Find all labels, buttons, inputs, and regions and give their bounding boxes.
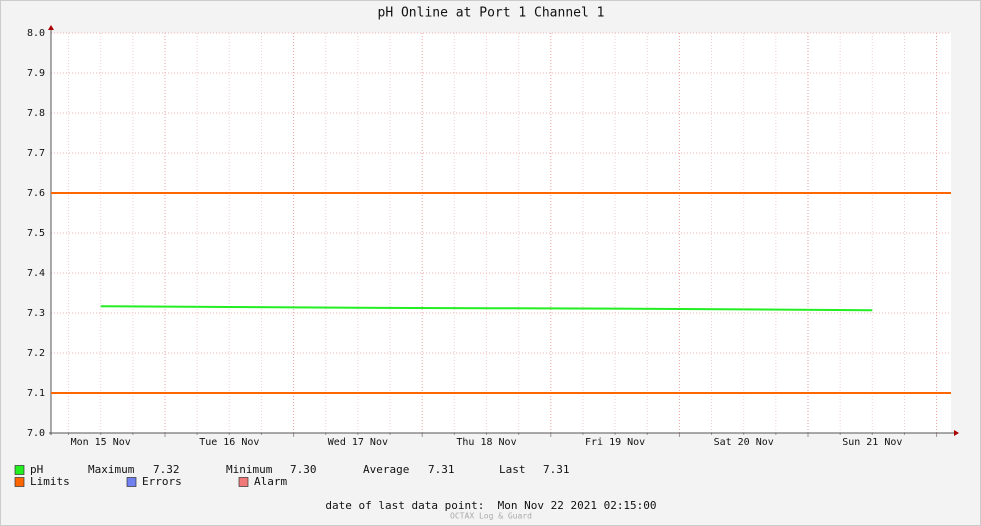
- y-tick-label: 7.6: [27, 188, 45, 199]
- y-tick-label: 7.7: [27, 148, 45, 159]
- y-tick-label: 7.9: [27, 68, 45, 79]
- x-tick-label: Wed 17 Nov: [328, 437, 388, 448]
- x-arrow: [954, 430, 959, 436]
- legend-swatch: [126, 477, 137, 487]
- stat-name: Average: [363, 463, 409, 476]
- legend-label: Limits: [30, 475, 70, 488]
- y-tick-label: 7.4: [27, 268, 45, 279]
- legend-label: pH: [30, 463, 43, 476]
- y-tick-label: 7.0: [27, 428, 45, 439]
- stat-value: 7.32: [153, 463, 180, 476]
- x-tick-label: Tue 16 Nov: [199, 437, 259, 448]
- x-tick-label: Sun 21 Nov: [842, 437, 902, 448]
- stat-name: Minimum: [226, 463, 273, 476]
- y-tick-label: 8.0: [27, 28, 45, 39]
- x-tick-label: Thu 18 Nov: [456, 437, 516, 448]
- stat-value: 7.30: [290, 463, 317, 476]
- stat-name: Maximum: [88, 463, 135, 476]
- legend-swatch: [238, 477, 249, 487]
- y-tick-label: 7.3: [27, 308, 45, 319]
- chart-title: pH Online at Port 1 Channel 1: [378, 6, 605, 21]
- y-tick-label: 7.5: [27, 228, 45, 239]
- x-tick-label: Sat 20 Nov: [714, 437, 774, 448]
- y-arrow: [48, 25, 54, 30]
- legend-label: Alarm: [254, 475, 287, 488]
- legend-label: Errors: [142, 475, 182, 488]
- stat-value: 7.31: [428, 463, 455, 476]
- legend-swatch: [14, 477, 25, 487]
- x-tick-label: Mon 15 Nov: [71, 437, 131, 448]
- y-tick-label: 7.8: [27, 108, 45, 119]
- y-tick-label: 7.1: [27, 388, 45, 399]
- stat-value: 7.31: [543, 463, 570, 476]
- x-tick-label: Fri 19 Nov: [585, 437, 645, 448]
- stat-name: Last: [499, 463, 526, 476]
- watermark: OCTAX Log & Guard: [450, 512, 532, 521]
- footer: date of last data point: Mon Nov 22 2021…: [325, 499, 656, 512]
- y-tick-label: 7.2: [27, 348, 45, 359]
- data-line: [100, 305, 873, 312]
- legend-swatch: [14, 465, 25, 475]
